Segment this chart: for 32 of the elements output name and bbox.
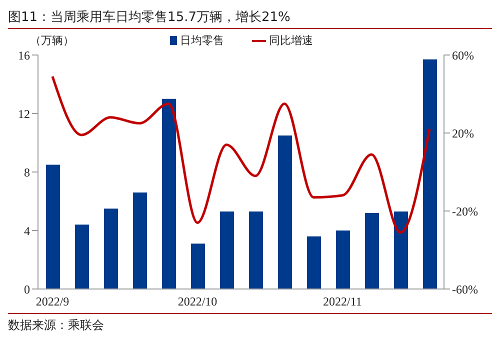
legend-label: 同比增速	[268, 33, 313, 48]
bar	[336, 230, 350, 289]
y-tick-label: 0	[24, 282, 30, 296]
y2-tick-label: -60%	[452, 282, 478, 296]
y-tick-label: 16	[18, 48, 30, 62]
y-tick-label: 12	[18, 106, 30, 121]
y2-tick-label: -20%	[452, 204, 478, 218]
y-tick-label: 8	[24, 165, 30, 180]
line-series	[51, 75, 431, 234]
y-tick-label: 4	[24, 224, 30, 238]
bar	[220, 211, 234, 289]
bar	[307, 236, 321, 289]
bar	[104, 208, 118, 289]
x-tick-label: 2022/9	[36, 294, 70, 309]
legend-label: 日均零售	[179, 33, 224, 48]
y-axis-title: （万辆）	[30, 33, 75, 49]
x-tick-label: 2022/11	[323, 294, 362, 309]
bar	[75, 224, 89, 289]
y2-tick-label: 60%	[452, 48, 474, 62]
bar	[423, 59, 437, 289]
bar	[191, 244, 205, 289]
x-tick-label: 2022/10	[178, 294, 218, 309]
chart-title: 图11：当周乘用车日均零售15.7万辆，增长21%	[8, 8, 492, 29]
bar	[133, 192, 147, 289]
bar	[394, 211, 408, 289]
bar	[365, 212, 379, 289]
y2-tick-label: 20%	[452, 126, 474, 140]
bar	[249, 211, 263, 289]
bar	[46, 164, 60, 289]
source-note: 数据来源：乘联会	[8, 317, 105, 334]
bar	[162, 98, 176, 289]
bar	[278, 135, 292, 289]
